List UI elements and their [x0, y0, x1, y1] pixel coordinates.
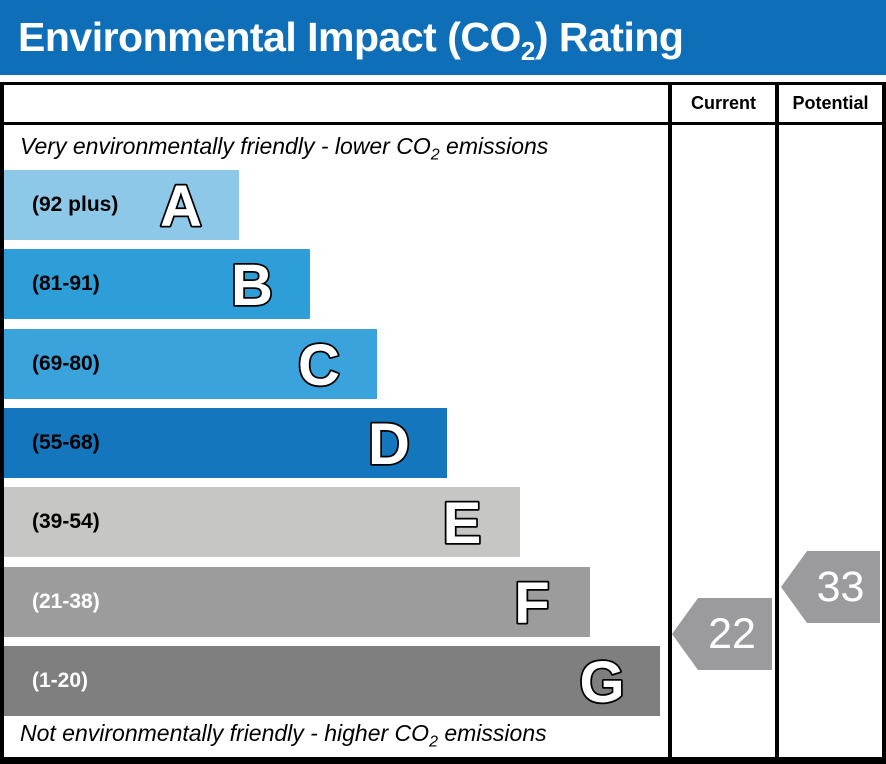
current-rating-pointer: 22: [672, 598, 772, 670]
band-d-letter: D: [366, 411, 411, 475]
band-d-letter-text: D: [368, 412, 410, 475]
band-a-letter: A: [158, 173, 203, 237]
band-e-range-label: (39-54): [32, 510, 100, 533]
band-e: (39-54) E: [4, 487, 520, 557]
band-a-range-label: (92 plus): [32, 193, 119, 216]
top-note-subscript: 2: [430, 146, 440, 164]
band-a-letter-text: A: [160, 174, 202, 237]
band-f-letter: F: [513, 570, 552, 634]
band-d-range-label: (55-68): [32, 431, 100, 454]
current-column-divider: [668, 82, 672, 764]
chart-title-subscript: 2: [520, 36, 535, 67]
top-note-text-suffix: emissions: [439, 133, 549, 159]
bottom-note: Not environmentally friendly - higher CO…: [20, 720, 547, 750]
potential-rating-pointer: 33: [781, 551, 880, 623]
band-e-letter-text: E: [443, 491, 482, 554]
band-g-range-label: (1-20): [32, 669, 89, 692]
band-c-letter: C: [296, 332, 341, 396]
band-f-letter-text: F: [514, 571, 549, 634]
band-b-range-label: (81-91): [32, 272, 100, 295]
band-c-letter-text: C: [298, 333, 340, 396]
current-rating-value: 22: [708, 609, 756, 658]
potential-column-header: Potential: [792, 93, 869, 113]
band-g-letter: G: [578, 649, 627, 713]
potential-column-divider: [775, 82, 779, 764]
band-c-range-label: (69-80): [32, 352, 100, 375]
top-note: Very environmentally friendly - lower CO…: [20, 133, 549, 163]
chart-title: Environmental Impact (CO2) Rating: [0, 14, 684, 64]
band-c: (69-80) C: [4, 329, 377, 399]
band-f-range-label: (21-38): [32, 590, 100, 613]
chart-title-text-suffix: ) Rating: [534, 14, 684, 60]
bottom-note-text-suffix: emissions: [437, 720, 547, 746]
chart-title-bar: Environmental Impact (CO2) Rating: [0, 0, 886, 75]
header-row-divider: [0, 122, 886, 125]
band-a: (92 plus) A: [4, 170, 239, 240]
band-d: (55-68) D: [4, 408, 447, 478]
band-b: (81-91) B: [4, 249, 310, 319]
bottom-note-text: Not environmentally friendly - higher CO: [20, 720, 430, 746]
band-b-letter: B: [229, 252, 274, 316]
band-e-letter: E: [441, 490, 483, 554]
top-note-text: Very environmentally friendly - lower CO: [20, 133, 431, 159]
band-b-letter-text: B: [231, 253, 273, 316]
band-g-letter-text: G: [579, 650, 624, 713]
potential-rating-value: 33: [816, 562, 865, 611]
band-f: (21-38) F: [4, 567, 590, 637]
band-g: (1-20) G: [4, 646, 660, 716]
bottom-note-subscript: 2: [429, 733, 438, 751]
current-column-header: Current: [690, 93, 756, 113]
chart-title-text: Environmental Impact (CO: [18, 14, 521, 60]
